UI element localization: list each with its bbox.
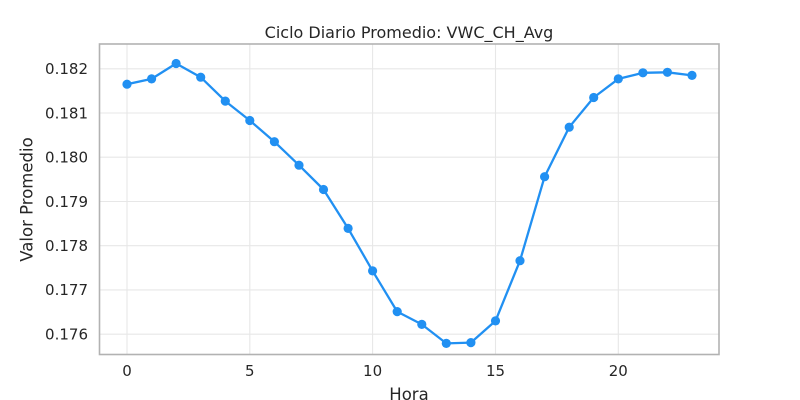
data-line [125,62,694,345]
x-tick-label: 20 [609,362,628,380]
y-tick-label: 0.180 [45,149,88,167]
data-point [613,74,623,84]
data-point [318,184,329,195]
data-point [122,79,132,89]
data-point [638,68,648,78]
data-point [490,316,501,326]
y-tick-label: 0.177 [45,281,88,299]
data-point [466,338,476,348]
plot-frame [98,43,720,356]
x-axis-label: Hora [389,385,429,400]
data-point [269,137,279,147]
data-point [196,72,206,82]
data-point [540,172,550,182]
data-point [441,338,451,348]
data-point [220,96,230,106]
data-point [662,67,673,77]
data-point [245,115,255,126]
data-point [343,223,353,233]
data-point [687,70,697,80]
data-point [589,92,599,103]
y-axis-label: Valor Promedio [17,137,37,262]
data-points [122,58,697,348]
x-tick-label: 10 [363,362,382,380]
y-tick-label: 0.178 [45,237,88,255]
x-tick-label: 0 [122,362,132,380]
y-tick-labels: 0.176 0.177 0.178 0.179 0.180 0.181 0.182 [45,60,88,343]
y-tick-label: 0.182 [45,60,88,78]
data-point [515,256,525,266]
chart-title: Ciclo Diario Promedio: VWC_CH_Avg [264,23,554,42]
x-tick-label: 5 [245,362,255,380]
data-point [147,74,157,84]
gridlines [99,44,719,355]
data-point [368,266,378,276]
x-tick-label: 15 [486,362,505,380]
data-point [171,58,181,69]
data-point [294,160,304,170]
data-point [392,307,402,317]
data-point [564,122,574,132]
y-tick-label: 0.181 [45,104,88,122]
x-tick-labels: 0 5 10 15 20 [122,362,628,380]
data-point [417,319,427,329]
y-tick-label: 0.176 [45,326,88,344]
y-tick-label: 0.179 [45,193,88,211]
